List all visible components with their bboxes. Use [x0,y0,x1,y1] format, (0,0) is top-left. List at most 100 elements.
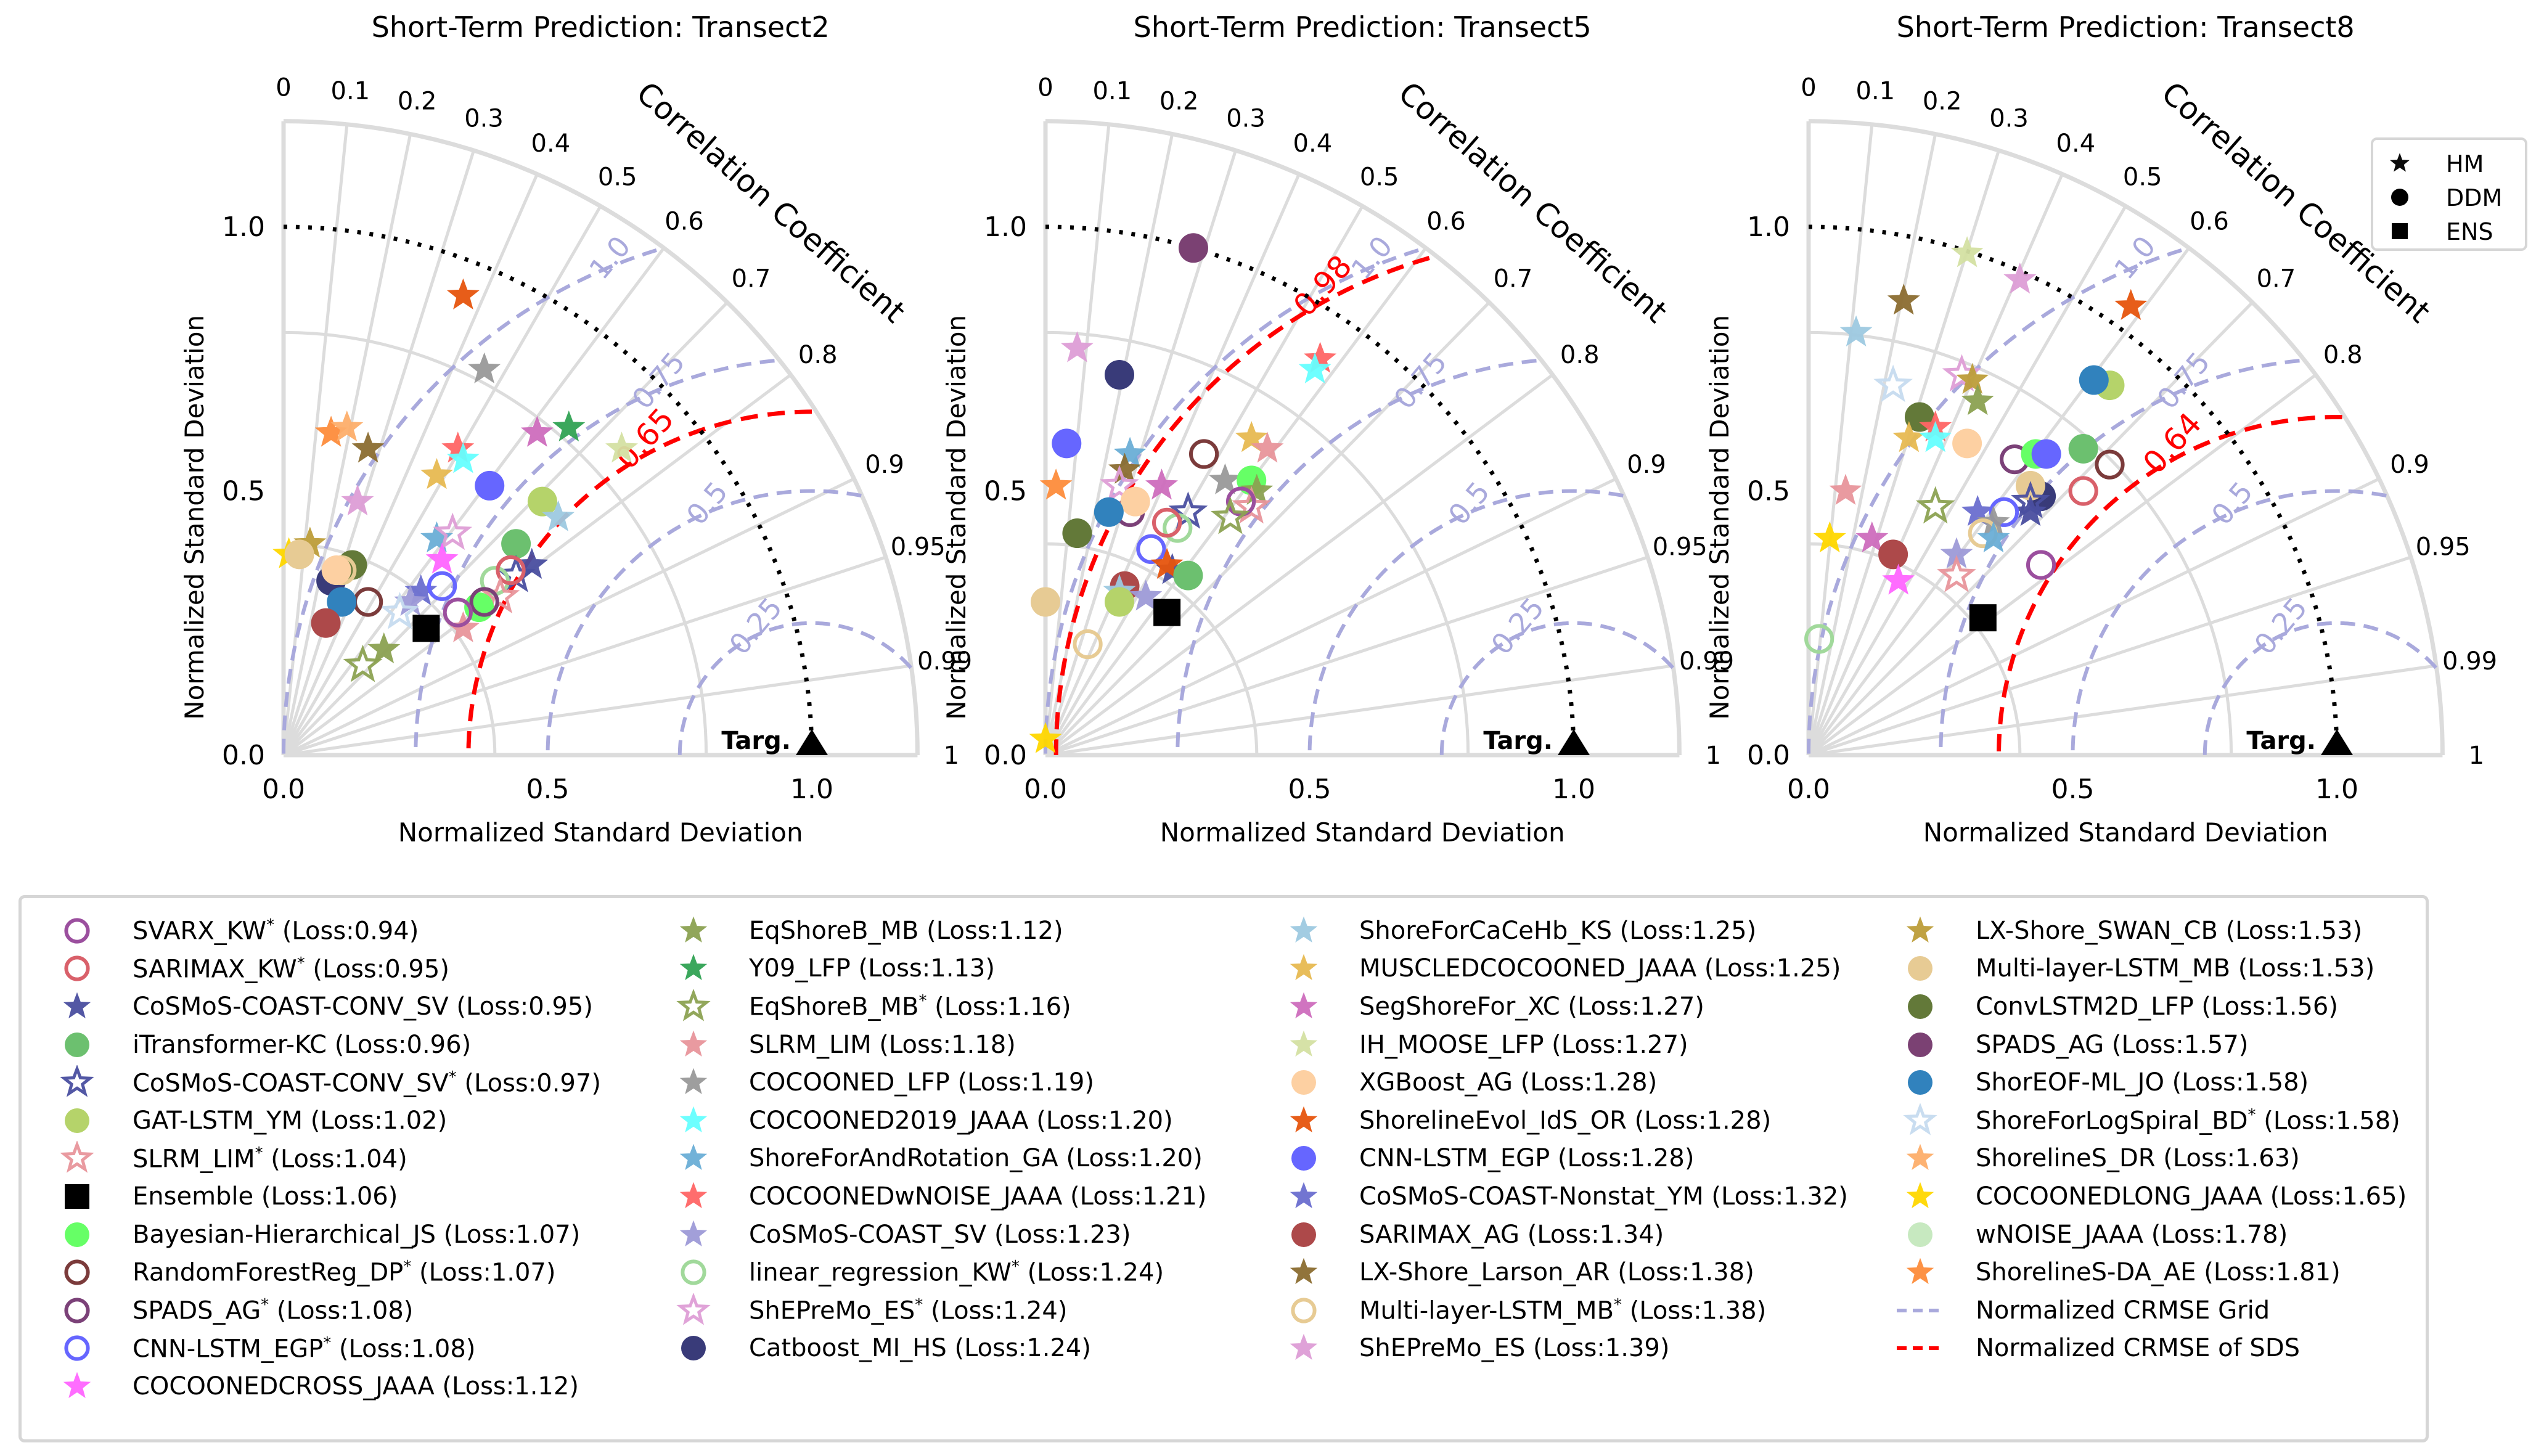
circle-marker-icon [65,1032,89,1057]
data-point [1232,486,1272,524]
legend-item: ConvLSTM2D_LFP (Loss:1.56) [1896,988,2407,1026]
type-legend-label: DDM [2446,184,2502,211]
legend-item: XGBoost_AG (Loss:1.28) [1279,1063,1848,1102]
legend-item: COCOONEDwNOISE_JAAA (Loss:1.21) [669,1177,1207,1216]
data-point [1937,555,1976,592]
data-point [1855,521,1889,553]
data-point [351,431,385,463]
corr-tick-label: 0.4 [1293,129,1333,158]
crmse-grid-label: 0.5 [680,475,734,531]
legend-marker [681,1336,706,1361]
data-point [552,410,586,442]
legend-label: CoSMoS-COAST-Nonstat_YM (Loss:1.32) [1359,1182,1848,1211]
data-point [427,571,457,601]
star-marker-icon [1290,1258,1318,1285]
corr-tick-label: 0.5 [2123,163,2162,192]
legend-marker [64,955,90,981]
model-legend: SVARX_KW* (Loss:0.94) SARIMAX_KW* (Loss:0… [18,895,2429,1442]
std-arc [1045,330,1470,756]
corr-tick-label: 0.8 [2323,341,2363,369]
legend-item: Normalized CRMSE of SDS [1896,1330,2407,1368]
legend-item: MUSCLEDCOCOONED_JAAA (Loss:1.25) [1279,950,1848,988]
data-point [1961,494,1994,526]
legend-marker [1290,916,1318,943]
circle-marker-icon [1908,1070,1933,1095]
y-tick-label: 0.5 [222,476,265,507]
legend-label: Y09_LFP (Loss:1.13) [749,954,995,983]
data-point [1188,439,1219,469]
y-tick-label: 1.0 [1747,211,1790,243]
legend-label: ShoreForAndRotation_GA (Loss:1.20) [749,1144,1203,1173]
circle-marker-icon [64,1259,90,1285]
x-axis-label: Normalized Standard Deviation [1160,817,1565,848]
data-point [2031,439,2061,469]
corr-tick-label: 0.1 [1093,77,1132,105]
legend-column: SVARX_KW* (Loss:0.94) SARIMAX_KW* (Loss:0… [52,912,601,1405]
corr-tick-label: 0.7 [732,264,771,293]
crmse-grid-arc [414,359,775,755]
legend-marker [64,1259,90,1285]
legend-marker [65,1222,89,1247]
legend-marker [1291,1070,1316,1095]
legend-item: SPADS_AG (Loss:1.57) [1896,1026,2407,1064]
target-label: Targ. [1483,727,1553,755]
star-marker-icon [1906,1258,1934,1285]
data-point [1136,534,1166,564]
dashed-line-icon [1897,1346,1944,1351]
crmse-grid-label: 0.5 [2205,475,2259,531]
data-point [1150,547,1184,579]
star-marker-icon [1903,1103,1937,1135]
type-legend-ddm-icon [2391,189,2408,206]
data-point [343,644,383,682]
x-tick-label: 0.0 [1787,774,1830,805]
sds-crmse-arc [1053,256,1430,756]
crmse-grid-label: 0.5 [1442,475,1496,531]
target-label: Targ. [721,727,791,755]
data-point [1956,362,1989,395]
circle-marker-icon [64,918,90,944]
crmse-grid-arc [1939,359,2300,755]
legend-item: EqShoreB_MB* (Loss:1.16) [669,988,1207,1026]
data-point [1813,521,1846,553]
std-arc [283,330,708,756]
circle-marker-icon [65,1222,89,1247]
x-axis-label: Normalized Standard Deviation [1923,817,2328,848]
legend-marker [679,1030,708,1057]
data-point [475,470,505,501]
legend-marker [676,989,711,1021]
data-point [341,484,374,516]
corr-tick-label: 0.7 [1494,264,1533,293]
star-marker-icon [679,1182,708,1208]
legend-item: SARIMAX_AG (Loss:1.34) [1279,1216,1848,1254]
data-point [2026,550,2056,580]
star-marker-icon [60,1141,94,1173]
data-point [367,632,401,664]
data-point [1129,579,1163,611]
circle-marker-icon [681,1259,706,1285]
legend-column: EqShoreB_MB (Loss:1.12) Y09_LFP (Loss:1.1… [669,912,1207,1367]
star-marker-icon [1290,1030,1318,1057]
legend-marker [1908,1032,1933,1057]
legend-label: ShEPreMo_ES* (Loss:1.24) [749,1296,1068,1325]
legend-item: COCOONED_LFP (Loss:1.19) [669,1063,1207,1102]
star-marker-icon [1290,1106,1318,1132]
y-axis-label: Normalized Standard Deviation [1704,315,1735,720]
data-point [1031,587,1060,617]
corr-tick-label: 0.95 [2416,533,2471,562]
legend-item: Multi-layer-LSTM_MB (Loss:1.53) [1896,950,2407,988]
legend-item: SARIMAX_KW* (Loss:0.95) [52,950,601,988]
y-tick-label: 0.0 [984,740,1027,771]
legend-label: Bayesian-Hierarchical_JS (Loss:1.07) [133,1220,581,1249]
legend-label: Ensemble (Loss:1.06) [133,1182,398,1211]
data-point [412,615,440,642]
legend-marker [1290,1182,1318,1208]
legend-column: ShoreForCaCeHb_KS (Loss:1.25) MUSCLEDCOCO… [1279,912,1848,1367]
legend-marker [679,1143,708,1171]
legend-marker [679,1068,708,1095]
corr-ray [1045,555,1648,757]
y-tick-label: 0.5 [1747,476,1790,507]
corr-ray [1807,373,2317,756]
data-point [1882,563,1915,595]
dashed-line-icon [1897,1308,1944,1312]
data-point [1235,420,1268,452]
